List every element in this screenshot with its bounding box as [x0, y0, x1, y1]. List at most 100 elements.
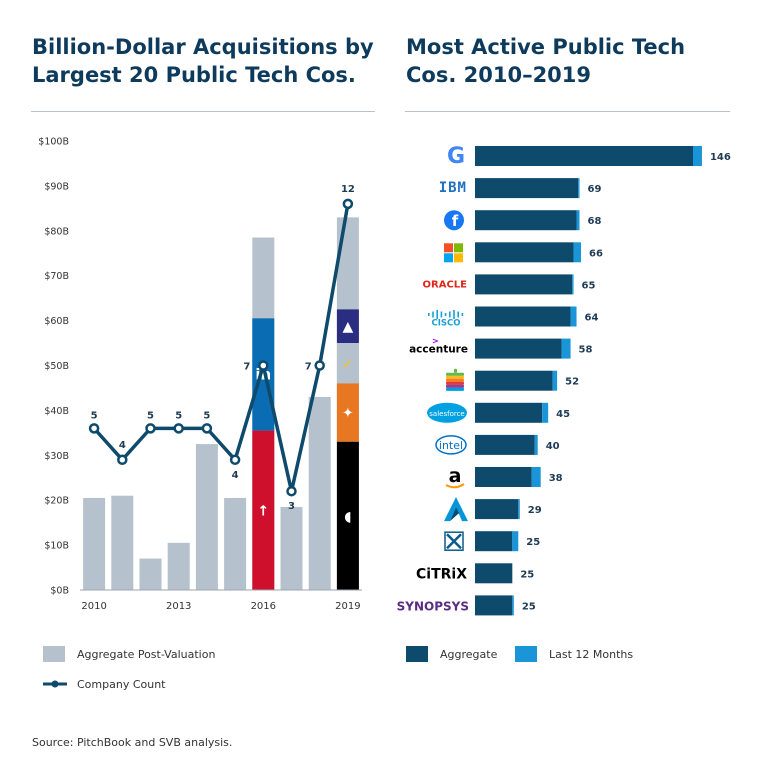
autodesk-shade: [450, 507, 459, 522]
company-count-label: 7: [305, 362, 312, 373]
company-count-point: [314, 360, 325, 371]
value-label: 29: [528, 505, 542, 516]
cisco-icon: CISCO: [432, 319, 461, 329]
cisco-bar: [436, 310, 438, 319]
ibm-icon: IBM: [439, 180, 467, 196]
intel-swoosh: [435, 435, 467, 455]
xilinx-x: [446, 533, 462, 550]
company-count-label: 4: [232, 470, 239, 481]
value-label: 52: [565, 377, 579, 388]
y-tick-label: $30B: [44, 451, 69, 462]
bar-last-12-months-apple: [552, 370, 558, 391]
bar-2011: [111, 495, 134, 590]
bar-aggregate-facebook: [475, 210, 577, 231]
bar-aggregate-intel: [475, 434, 535, 455]
bar-aggregate-google: [475, 146, 693, 166]
value-label: 25: [522, 601, 536, 612]
bar-2013: [167, 542, 190, 590]
value-label: 40: [546, 441, 560, 452]
legend-grey-swatch: [43, 646, 65, 662]
segment-symantec: [336, 343, 359, 384]
apple-stripe: [446, 372, 464, 376]
segment-altera: [252, 430, 275, 590]
bar-aggregate-xilinx: [475, 531, 513, 552]
legend-aggregate: Aggregate: [406, 646, 497, 662]
legend-aggregate-post-valuation-label: Aggregate Post-Valuation: [77, 647, 216, 661]
bar-last-12-months-salesforce: [542, 402, 549, 423]
value-label: 64: [585, 313, 599, 324]
bar-2015: [224, 497, 247, 590]
bar-last-12-months-google: [693, 146, 702, 166]
bar-last-12-months-ibm: [578, 178, 580, 199]
bar-last-12-months-amazon: [531, 467, 541, 487]
symantec-check-icon: ✓: [342, 356, 354, 372]
company-count-label: 12: [341, 184, 355, 195]
cisco-bar: [457, 311, 459, 318]
company-count-point: [286, 485, 297, 497]
bar-last-12-months-oracle: [572, 274, 574, 295]
company-count-point: [117, 454, 128, 466]
oracle-icon: ORACLE: [423, 279, 468, 290]
bar-last-12-months-accenture: [561, 338, 571, 359]
cisco-bar: [432, 311, 434, 318]
company-count-label: 7: [243, 362, 250, 373]
tableau-icon: ✦: [342, 406, 354, 422]
y-tick-label: $50B: [44, 361, 69, 372]
bar-2012: [139, 558, 162, 590]
y-tick-label: $20B: [44, 496, 69, 507]
y-tick-label: $40B: [44, 406, 69, 417]
y-tick-label: $10B: [44, 541, 69, 552]
bar-aggregate-synopsys: [475, 595, 513, 616]
y-tick-label: $60B: [44, 316, 69, 327]
bar-last-12-months-autodesk: [518, 499, 520, 520]
legend-last-12-months: Last 12 Months: [515, 646, 633, 662]
cisco-bar: [449, 311, 451, 318]
cisco-bar: [444, 313, 447, 316]
company-count-label: 5: [147, 410, 154, 421]
company-count-point: [88, 423, 100, 434]
microsoft-yellow-square: [454, 253, 463, 263]
microsoft-blue-square: [444, 253, 453, 263]
apple-stripe: [446, 381, 464, 385]
bar-last-12-months-intel: [534, 434, 538, 455]
left-chart-title: Billion-Dollar Acquisitions by Largest 2…: [32, 35, 374, 87]
segment-linkedin: [252, 318, 275, 431]
legend-blue-swatch: [515, 646, 537, 662]
value-label: 25: [520, 569, 534, 580]
value-label: 68: [588, 216, 602, 227]
source-note: Source: PitchBook and SVB analysis.: [32, 736, 233, 749]
company-count-line: [92, 203, 350, 493]
y-tick-label: $90B: [44, 181, 69, 192]
company-count-label: 5: [91, 410, 98, 421]
x-tick-label: 2010: [81, 601, 106, 612]
facebook-icon: f: [452, 212, 459, 230]
company-count-label: 5: [203, 410, 210, 421]
salesforce-icon: salesforce: [429, 410, 464, 418]
company-count-point: [342, 198, 354, 210]
left-title-divider: [31, 111, 375, 112]
x-tick-label: 2016: [251, 601, 276, 612]
company-count-point: [201, 423, 213, 434]
bar-last-12-months-microsoft: [573, 242, 582, 263]
apple-icon: [446, 372, 464, 391]
value-label: 65: [582, 280, 596, 291]
bar-2014: [195, 444, 218, 590]
right-chart-title: Most Active Public Tech Cos. 2010–2019: [406, 35, 686, 87]
bar-aggregate-autodesk: [475, 499, 519, 520]
cisco-bar: [453, 310, 455, 319]
apple-leaf: [454, 368, 457, 373]
bar-aggregate-citrix: [475, 563, 513, 584]
gemalto-icon: ▲: [343, 319, 354, 335]
intel-icon: intel: [439, 439, 463, 452]
apple-stripe: [446, 384, 464, 388]
value-label: 69: [588, 184, 602, 195]
apple-stripe: [446, 375, 464, 379]
y-tick-label: $0B: [50, 586, 69, 597]
microsoft-green-square: [454, 243, 463, 253]
amazon-icon: a: [449, 465, 462, 487]
legend-last-12-months-label: Last 12 Months: [549, 647, 634, 661]
accenture-icon: accenture: [409, 344, 468, 356]
value-label: 38: [549, 473, 563, 484]
bar-aggregate-accenture: [475, 338, 562, 359]
